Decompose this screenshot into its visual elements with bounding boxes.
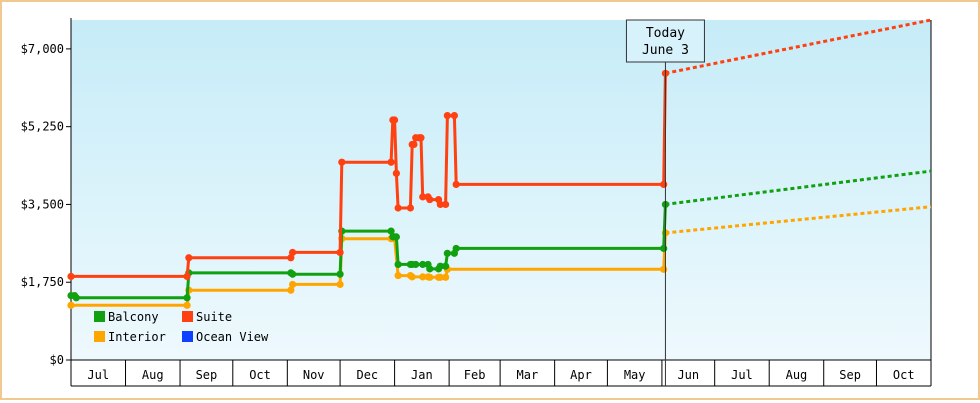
data-point-suite (387, 158, 395, 166)
legend-swatch-ocean-view (182, 331, 193, 342)
x-tick-label: Jun (677, 368, 699, 382)
today-label-box (625, 19, 705, 63)
data-point-balcony (183, 294, 191, 302)
data-point-interior (288, 280, 297, 289)
data-point-balcony (412, 260, 420, 269)
x-tick-label: Aug (142, 368, 164, 382)
x-tick-label: Dec (356, 368, 378, 382)
data-point-suite (394, 204, 402, 212)
today-marker: Today June 3 (625, 19, 705, 386)
series-layer (67, 18, 932, 309)
data-point-balcony (336, 270, 344, 278)
data-point-suite (392, 169, 400, 177)
y-tick-label: $7,000 (21, 42, 64, 56)
data-point-balcony (72, 294, 80, 302)
data-point-suite (417, 134, 425, 142)
legend-label-interior: Interior (108, 330, 166, 344)
data-point-balcony (452, 244, 460, 253)
data-point-suite (406, 204, 415, 212)
data-point-interior (287, 286, 295, 294)
legend-swatch-interior (94, 331, 105, 342)
series-line-balcony (71, 204, 667, 300)
legend-label-balcony: Balcony (108, 310, 159, 324)
x-tick-label: Mar (517, 368, 539, 382)
x-tick-label: Jul (731, 368, 753, 382)
legend: Balcony Suite Interior Ocean View (94, 310, 269, 344)
data-point-interior (408, 273, 416, 281)
y-tick-label: $1,750 (21, 275, 64, 289)
data-point-balcony (442, 262, 450, 270)
x-tick-label: Oct (893, 368, 915, 382)
data-point-interior (426, 273, 434, 281)
x-tick-label: Nov (303, 368, 325, 382)
y-tick-label: $5,250 (21, 120, 64, 134)
data-point-suite (183, 272, 191, 281)
data-point-suite (450, 111, 458, 120)
data-point-balcony (419, 260, 427, 269)
data-point-suite (338, 158, 346, 166)
x-axis: Jul Aug Sep Oct Nov Dec Jan Feb Mar Apr May Jun Jul A… (71, 20, 932, 387)
data-point-balcony (387, 227, 395, 235)
x-tick-label: Sep (839, 368, 861, 382)
data-point-suite (419, 193, 427, 201)
data-point-balcony (443, 249, 451, 257)
x-tick-label: Oct (249, 368, 271, 382)
data-point-interior (336, 280, 344, 289)
x-tick-label: Jul (87, 368, 109, 382)
data-point-suite (336, 248, 344, 257)
y-tick-label: $3,500 (21, 197, 64, 211)
legend-label-suite: Suite (196, 310, 232, 324)
data-point-suite (185, 254, 193, 262)
data-point-balcony (392, 233, 400, 241)
x-tick-label: Aug (786, 368, 808, 382)
data-point-balcony (660, 244, 668, 253)
data-point-balcony (436, 262, 444, 270)
data-point-interior (660, 265, 668, 273)
data-point-interior (436, 273, 444, 281)
legend-swatch-balcony (94, 311, 105, 322)
projection-line-suite (665, 18, 932, 75)
projection-line-balcony (665, 169, 932, 206)
data-point-suite (390, 116, 399, 124)
data-point-suite (660, 180, 668, 189)
data-point-interior (183, 301, 191, 309)
x-tick-label: Sep (196, 368, 218, 382)
projection-line-interior (665, 205, 932, 235)
x-tick-label: May (624, 368, 646, 382)
data-point-suite (442, 200, 450, 209)
data-point-interior (442, 273, 450, 281)
x-tick-label: Apr (570, 368, 592, 382)
data-point-suite (410, 140, 418, 149)
data-point-interior (394, 271, 402, 280)
data-point-balcony (288, 270, 297, 278)
x-tick-label: Feb (464, 368, 486, 382)
data-point-suite (452, 180, 460, 189)
price-history-chart: $0 $1,750 $3,500 $5,250 $7,000 Jul Aug Sep Oct N… (21, 18, 932, 387)
data-point-interior (419, 273, 427, 281)
y-axis: $0 $1,750 $3,500 $5,250 $7,000 (21, 18, 72, 386)
legend-label-ocean-view: Ocean View (196, 330, 269, 344)
data-point-balcony (426, 265, 434, 273)
data-point-balcony (394, 260, 402, 269)
today-date-label: June 3 (642, 43, 689, 58)
data-point-suite (288, 248, 297, 257)
data-point-suite (67, 272, 75, 281)
data-point-suite (426, 195, 434, 204)
x-tick-label: Jan (411, 368, 433, 382)
y-tick-label: $0 (50, 353, 64, 367)
legend-swatch-suite (182, 311, 193, 322)
today-label: Today (646, 26, 685, 41)
data-point-interior (67, 301, 75, 309)
data-point-suite (436, 200, 444, 209)
data-point-suite (443, 111, 451, 120)
plot-background (71, 20, 931, 360)
